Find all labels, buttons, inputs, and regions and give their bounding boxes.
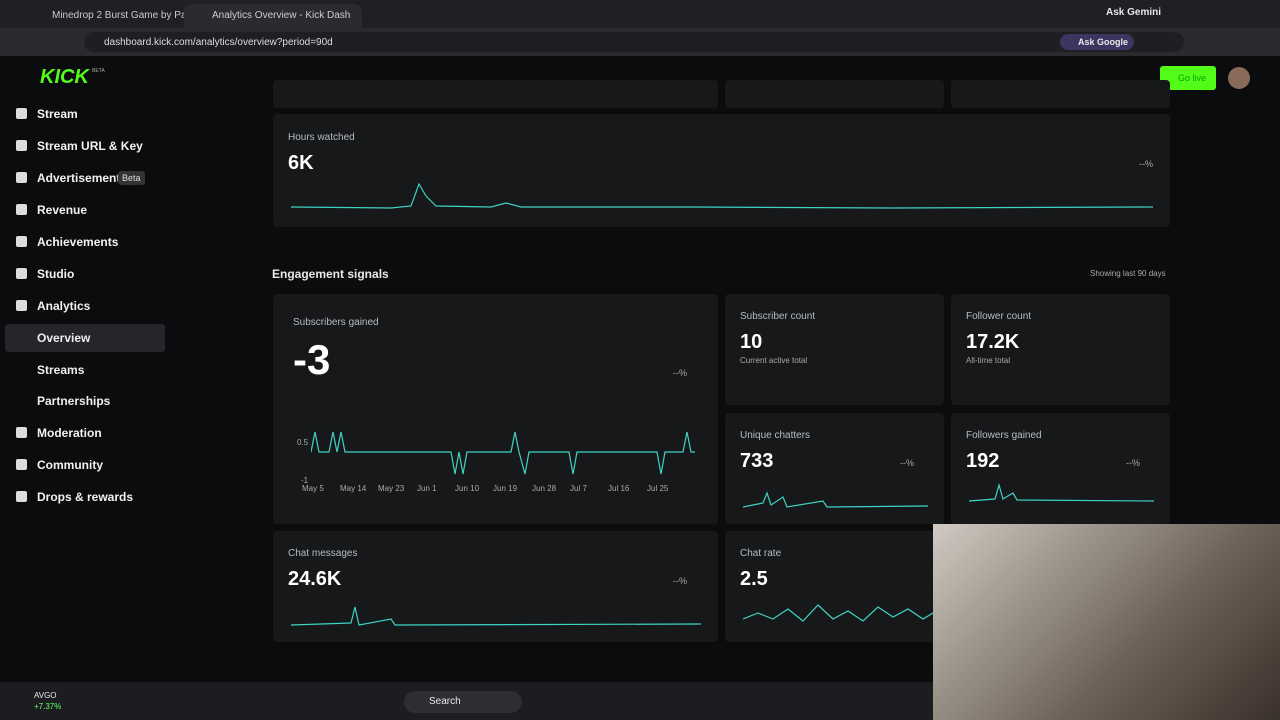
sparkline <box>311 431 695 475</box>
card: Subscriber count 10 Current active total <box>725 294 944 405</box>
ask-gemini[interactable]: Ask Gemini <box>1106 7 1162 18</box>
beta-badge: Beta <box>118 171 145 185</box>
tab[interactable]: Minedrop 2 Burst Game by Pa <box>52 10 187 21</box>
nav-item[interactable]: Revenue <box>16 203 87 217</box>
stock-change: +7.37% <box>34 702 62 711</box>
card: Follower count 17.2K All-time total <box>951 294 1170 405</box>
x-label: Jun 28 <box>532 484 557 493</box>
x-label: May 23 <box>378 484 405 493</box>
change: --% <box>673 368 687 378</box>
x-label: May 5 <box>302 484 324 493</box>
y-label: -1 <box>301 476 309 485</box>
nav-item[interactable]: Overview <box>37 331 91 345</box>
nav-item[interactable]: Streams <box>37 363 85 377</box>
tab[interactable]: Analytics Overview - Kick Dash <box>184 4 362 28</box>
x-label: Jul 25 <box>647 484 669 493</box>
webcam-overlay <box>933 524 1280 720</box>
card: Followers gained 192 --% <box>951 413 1170 524</box>
logo-badge: BETA <box>92 68 105 74</box>
x-label: May 14 <box>340 484 367 493</box>
sparkline <box>743 491 928 508</box>
card <box>725 80 944 108</box>
card: Chat rate 2.5 <box>725 531 944 642</box>
card <box>273 80 718 108</box>
change: --% <box>900 458 914 468</box>
x-label: Jul 16 <box>608 484 630 493</box>
x-label: Jul 7 <box>570 484 587 493</box>
value: -3 <box>293 336 331 383</box>
label: Subscribers gained <box>293 317 379 328</box>
change: --% <box>1126 458 1140 468</box>
change: --% <box>673 576 687 586</box>
avatar[interactable] <box>1228 67 1250 89</box>
label: Chat rate <box>740 548 782 559</box>
value: 2.5 <box>740 568 768 590</box>
x-label: Jun 19 <box>493 484 518 493</box>
sparkline <box>291 606 701 626</box>
card: Subscribers gained -3 --% 0.5 -1 <box>273 294 718 524</box>
nav-item[interactable]: Community <box>16 458 103 472</box>
card <box>951 80 1170 108</box>
ask-google[interactable]: Ask Google <box>1060 34 1135 50</box>
label: Unique chatters <box>740 430 811 441</box>
nav-item[interactable]: Analytics <box>16 299 90 313</box>
value: 17.2K <box>966 331 1020 353</box>
label: Chat messages <box>288 548 358 559</box>
stock: AVGO <box>34 691 57 700</box>
card: Chat messages 24.6K --% <box>273 531 718 642</box>
change: --% <box>1139 159 1153 169</box>
value: 6K <box>288 152 314 174</box>
label: Hours watched <box>288 132 355 143</box>
nav-item[interactable]: Studio <box>16 267 74 281</box>
nav-item[interactable]: Stream URL & Key <box>16 139 143 153</box>
label: Follower count <box>966 311 1032 322</box>
section-title: Engagement signals <box>272 267 389 281</box>
note: Current active total <box>740 356 808 365</box>
sparkline <box>291 182 1153 209</box>
search[interactable]: Search <box>404 691 522 713</box>
nav-item[interactable]: Drops & rewards <box>16 490 133 504</box>
nav-item[interactable]: Partnerships <box>37 394 111 408</box>
card: Unique chatters 733 --% <box>725 413 944 524</box>
value: 24.6K <box>288 568 342 590</box>
y-label: 0.5 <box>297 438 309 447</box>
url[interactable]: dashboard.kick.com/analytics/overview?pe… <box>84 32 1184 52</box>
card: Hours watched 6K --% <box>273 114 1170 227</box>
label: Followers gained <box>966 430 1042 441</box>
value: 733 <box>740 450 774 472</box>
logo[interactable]: KICK <box>40 66 89 88</box>
section-note: Showing last 90 days <box>1090 269 1166 278</box>
value: 192 <box>966 450 1000 472</box>
sparkline <box>969 483 1154 502</box>
nav-item[interactable]: Stream <box>16 107 78 121</box>
tab-bar: Minedrop 2 Burst Game by Pa Analytics Ov… <box>0 0 1280 28</box>
sparkline <box>743 604 943 622</box>
nav-item[interactable]: Moderation <box>16 426 102 440</box>
label: Subscriber count <box>740 311 816 322</box>
x-label: Jun 10 <box>455 484 480 493</box>
note: All-time total <box>966 356 1011 365</box>
taskbar: AVGO +7.37% Search <box>0 682 933 720</box>
nav-item[interactable]: Advertisement <box>16 171 120 185</box>
nav-item[interactable]: Achievements <box>16 235 118 249</box>
x-label: Jun 1 <box>417 484 437 493</box>
nav-active-bg <box>5 324 165 352</box>
value: 10 <box>740 331 763 353</box>
